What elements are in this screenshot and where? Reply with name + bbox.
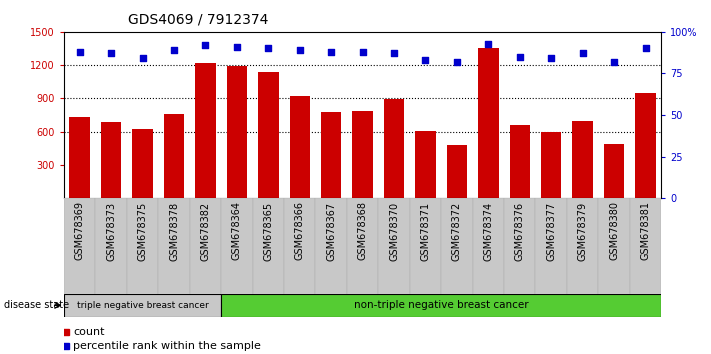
Bar	[127, 198, 159, 304]
Bar	[159, 198, 190, 304]
Text: triple negative breast cancer: triple negative breast cancer	[77, 301, 208, 310]
Bar	[378, 198, 410, 304]
Bar	[221, 294, 661, 317]
Bar	[384, 99, 405, 198]
Text: GSM678376: GSM678376	[515, 201, 525, 261]
Point	[514, 54, 525, 59]
Bar	[599, 198, 630, 304]
Text: GSM678370: GSM678370	[389, 201, 399, 261]
Text: GSM678373: GSM678373	[106, 201, 116, 261]
Point	[388, 51, 400, 56]
Point	[640, 46, 651, 51]
Point	[577, 51, 588, 56]
Bar	[541, 132, 562, 198]
Text: GSM678367: GSM678367	[326, 201, 336, 261]
Point	[231, 44, 242, 50]
Point	[326, 49, 337, 55]
Bar	[347, 198, 378, 304]
Bar	[70, 117, 90, 198]
Text: GSM678371: GSM678371	[420, 201, 430, 261]
Text: GSM678368: GSM678368	[358, 201, 368, 261]
Text: GSM678375: GSM678375	[137, 201, 148, 261]
Bar	[95, 198, 127, 304]
Bar	[101, 122, 122, 198]
Bar	[442, 198, 473, 304]
Text: GSM678379: GSM678379	[577, 201, 588, 261]
Bar	[284, 198, 316, 304]
Point	[419, 57, 431, 63]
Bar	[510, 125, 530, 198]
Bar	[567, 198, 599, 304]
Bar	[227, 66, 247, 198]
Text: GSM678381: GSM678381	[641, 201, 651, 261]
Text: GSM678366: GSM678366	[295, 201, 305, 261]
Bar	[221, 198, 252, 304]
Point	[545, 56, 557, 61]
Text: count: count	[73, 327, 105, 337]
Point	[483, 41, 494, 46]
Point	[451, 59, 463, 65]
Text: GSM678377: GSM678377	[546, 201, 556, 261]
Text: GSM678374: GSM678374	[483, 201, 493, 261]
Bar	[316, 198, 347, 304]
Point	[169, 47, 180, 53]
Text: GSM678369: GSM678369	[75, 201, 85, 261]
Bar	[504, 198, 535, 304]
Bar	[410, 198, 442, 304]
Bar	[321, 112, 341, 198]
Point	[262, 46, 274, 51]
Bar	[473, 198, 504, 304]
Point	[357, 49, 368, 55]
Bar	[132, 130, 153, 198]
Text: GSM678378: GSM678378	[169, 201, 179, 261]
Bar	[604, 144, 624, 198]
Text: GSM678364: GSM678364	[232, 201, 242, 261]
Bar	[353, 110, 373, 198]
Bar	[64, 294, 221, 317]
Bar	[535, 198, 567, 304]
Bar	[252, 198, 284, 304]
Point	[137, 56, 149, 61]
Bar	[164, 114, 184, 198]
Bar	[289, 96, 310, 198]
Text: disease state: disease state	[4, 300, 69, 310]
Bar	[258, 72, 279, 198]
Bar	[415, 131, 436, 198]
Point	[105, 51, 117, 56]
Text: GDS4069 / 7912374: GDS4069 / 7912374	[128, 12, 268, 27]
Bar	[190, 198, 221, 304]
Text: non-triple negative breast cancer: non-triple negative breast cancer	[354, 300, 528, 310]
Bar	[630, 198, 661, 304]
Point	[294, 47, 306, 53]
Bar	[636, 93, 656, 198]
Text: GSM678382: GSM678382	[201, 201, 210, 261]
Text: GSM678372: GSM678372	[452, 201, 462, 261]
Bar	[447, 145, 467, 198]
Point	[74, 49, 85, 55]
Bar	[196, 63, 215, 198]
Bar	[478, 48, 498, 198]
Point	[200, 42, 211, 48]
Bar	[64, 198, 95, 304]
Text: percentile rank within the sample: percentile rank within the sample	[73, 341, 261, 350]
Bar	[572, 121, 593, 198]
Text: GSM678365: GSM678365	[263, 201, 273, 261]
Point	[609, 59, 620, 65]
Text: GSM678380: GSM678380	[609, 201, 619, 261]
